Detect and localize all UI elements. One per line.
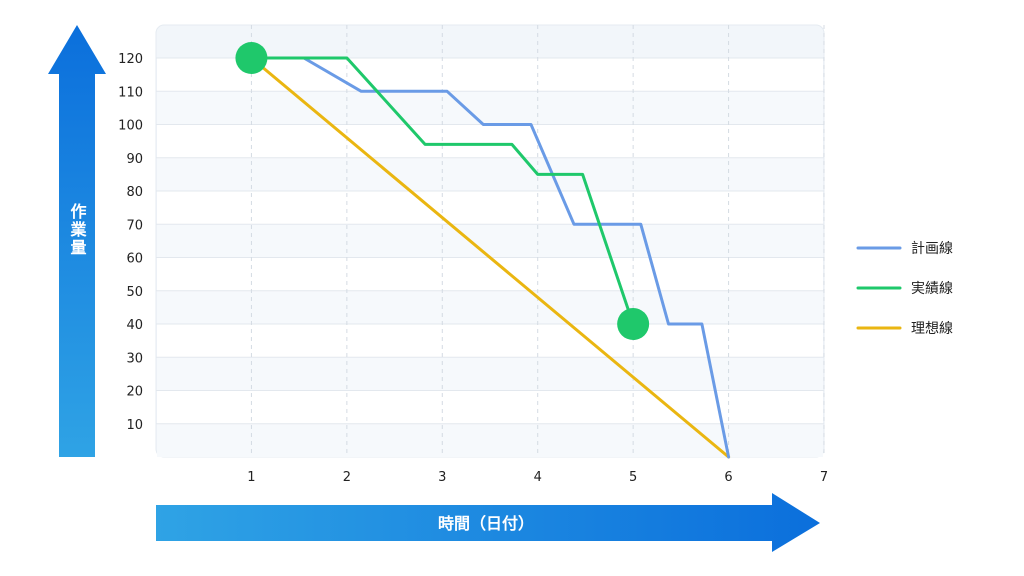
y-tick-label: 20 (126, 385, 143, 400)
series-line-0 (249, 56, 731, 459)
y-tick-label: 70 (126, 218, 143, 233)
plot-band (157, 91, 823, 125)
y-tick-label: 80 (126, 185, 143, 200)
x-tick-label: 1 (247, 470, 255, 485)
legend-label: 実績線 (911, 281, 953, 297)
x-tick-label: 6 (724, 470, 732, 485)
series-marker (617, 308, 650, 340)
y-axis-label: 作業量 (68, 202, 88, 257)
x-axis-label: 時間（日付） (438, 514, 534, 533)
y-tick-label: 30 (126, 351, 143, 366)
x-tick-label: 3 (438, 470, 446, 485)
y-tick-label: 90 (126, 152, 143, 167)
plot-band (157, 191, 823, 225)
plot-band (157, 157, 823, 191)
y-tick-label: 110 (118, 85, 143, 100)
y-tick-label: 120 (118, 52, 143, 67)
y-tick-label: 50 (126, 285, 143, 300)
y-tick-label: 40 (126, 318, 143, 333)
series-line-1 (249, 56, 635, 326)
plot-band (157, 290, 823, 324)
plot-band (157, 357, 823, 391)
series-marker (235, 42, 268, 74)
plot-band (157, 124, 823, 158)
plot-band (157, 390, 823, 424)
x-tick-label: 5 (629, 470, 637, 485)
plot-band (157, 257, 823, 291)
plot-band (157, 58, 823, 92)
plot-band (157, 423, 823, 457)
y-tick-label: 100 (118, 119, 143, 134)
plot-band (157, 324, 823, 358)
legend-label: 理想線 (911, 321, 953, 337)
y-tick-label: 10 (126, 418, 143, 433)
x-axis-arrow (156, 493, 820, 552)
y-axis-arrow (48, 25, 106, 457)
plot-band (157, 224, 823, 258)
x-tick-label: 7 (820, 470, 828, 485)
x-tick-label: 4 (534, 470, 542, 485)
y-tick-label: 60 (126, 252, 143, 267)
series-line-2 (249, 56, 731, 459)
legend-label: 計画線 (911, 241, 953, 257)
x-tick-label: 2 (343, 470, 351, 485)
